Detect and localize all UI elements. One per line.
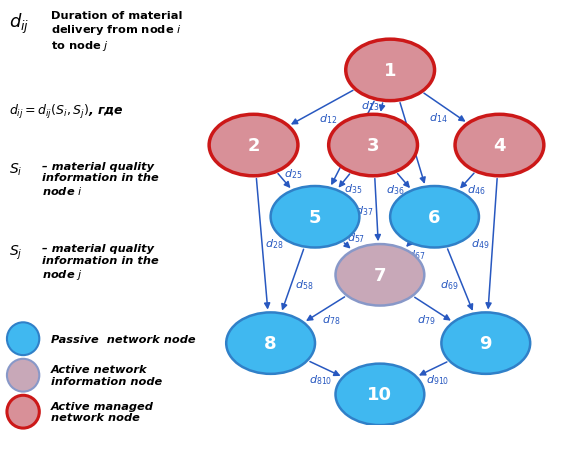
Text: – material quality
information in the
node $i$: – material quality information in the no… <box>42 162 158 197</box>
Text: $d_{810}$: $d_{810}$ <box>309 373 332 387</box>
Text: 9: 9 <box>480 334 492 352</box>
Text: $d_{15}$: $d_{15}$ <box>354 142 372 157</box>
Ellipse shape <box>335 364 424 425</box>
Ellipse shape <box>7 359 39 392</box>
Text: $d_{58}$: $d_{58}$ <box>295 278 313 291</box>
Text: $d_{28}$: $d_{28}$ <box>265 237 283 250</box>
Text: $d_{36}$: $d_{36}$ <box>386 182 404 196</box>
Text: $d_{79}$: $d_{79}$ <box>417 313 436 326</box>
Text: 10: 10 <box>368 385 392 404</box>
Text: $d_{910}$: $d_{910}$ <box>427 373 450 387</box>
Text: $d_{46}$: $d_{46}$ <box>466 182 485 197</box>
Ellipse shape <box>209 115 298 177</box>
Text: $d_{12}$: $d_{12}$ <box>318 112 336 126</box>
Text: 3: 3 <box>367 137 379 155</box>
Text: $d_{57}$: $d_{57}$ <box>347 231 364 244</box>
Ellipse shape <box>455 115 544 177</box>
Text: 4: 4 <box>493 137 506 155</box>
Text: – material quality
information in the
node $j$: – material quality information in the no… <box>42 243 158 281</box>
Text: $d_{49}$: $d_{49}$ <box>472 237 490 251</box>
Ellipse shape <box>271 187 360 248</box>
Ellipse shape <box>226 313 315 374</box>
Text: $d_{78}$: $d_{78}$ <box>323 313 341 326</box>
Text: Active network
information node: Active network information node <box>51 364 162 386</box>
Text: $S_i$: $S_i$ <box>9 162 23 178</box>
Ellipse shape <box>335 244 424 306</box>
Text: $d_{69}$: $d_{69}$ <box>440 278 458 292</box>
Text: Duration of material
delivery from node $i$
to node $j$: Duration of material delivery from node … <box>51 11 183 53</box>
Text: Passive  network node: Passive network node <box>51 334 195 344</box>
Ellipse shape <box>329 115 417 177</box>
Text: $d_{14}$: $d_{14}$ <box>429 111 447 125</box>
Text: 1: 1 <box>384 62 397 80</box>
Text: $d_{ij}=d_{ij}(S_i, S_j)$, где: $d_{ij}=d_{ij}(S_i, S_j)$, где <box>9 102 124 120</box>
Text: $d_{25}$: $d_{25}$ <box>284 167 302 181</box>
Text: $S_j$: $S_j$ <box>9 243 23 262</box>
Ellipse shape <box>346 40 435 101</box>
Text: $d_{13}$: $d_{13}$ <box>361 99 379 112</box>
Text: $d_{35}$: $d_{35}$ <box>344 182 362 196</box>
Ellipse shape <box>7 395 39 428</box>
Text: 2: 2 <box>247 137 260 155</box>
Text: $d_{67}$: $d_{67}$ <box>407 248 425 261</box>
Ellipse shape <box>7 323 39 355</box>
Text: 8: 8 <box>264 334 277 352</box>
Text: $d_{ij}$: $d_{ij}$ <box>9 11 29 35</box>
Text: $d_{16}$: $d_{16}$ <box>392 141 410 154</box>
Text: 6: 6 <box>428 208 441 226</box>
Ellipse shape <box>442 313 530 374</box>
Ellipse shape <box>390 187 479 248</box>
Text: 5: 5 <box>309 208 321 226</box>
Text: 7: 7 <box>373 266 386 284</box>
Text: $d_{37}$: $d_{37}$ <box>355 204 374 218</box>
Text: Active managed
network node: Active managed network node <box>51 401 154 423</box>
